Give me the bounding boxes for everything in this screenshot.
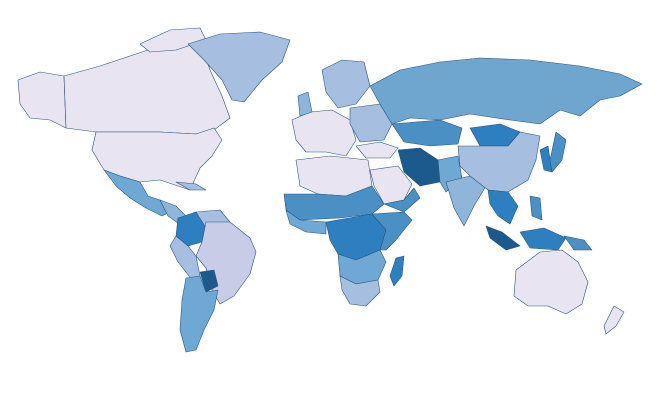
western-europe (291, 109, 357, 157)
japan (549, 131, 567, 173)
yemen-oman (383, 187, 421, 213)
indonesia-west (485, 225, 521, 251)
turkey (355, 141, 399, 159)
china (457, 131, 541, 193)
australia (513, 249, 589, 315)
cuba (175, 181, 207, 191)
new-zealand (603, 305, 625, 335)
kazakhstan (391, 119, 463, 147)
uk (297, 91, 313, 117)
philippines (529, 195, 543, 221)
indochina (487, 189, 519, 225)
indonesia-east (519, 227, 567, 251)
southern-africa (339, 275, 381, 307)
madagascar (389, 255, 405, 287)
papua-new-guinea (563, 235, 593, 251)
argentina-chile (179, 275, 219, 353)
east-africa (371, 211, 413, 251)
russia (369, 57, 643, 125)
paraguay (199, 269, 219, 293)
scandinavia (321, 59, 371, 109)
west-africa (285, 209, 327, 235)
greenland (187, 31, 291, 103)
alaska (17, 71, 67, 129)
